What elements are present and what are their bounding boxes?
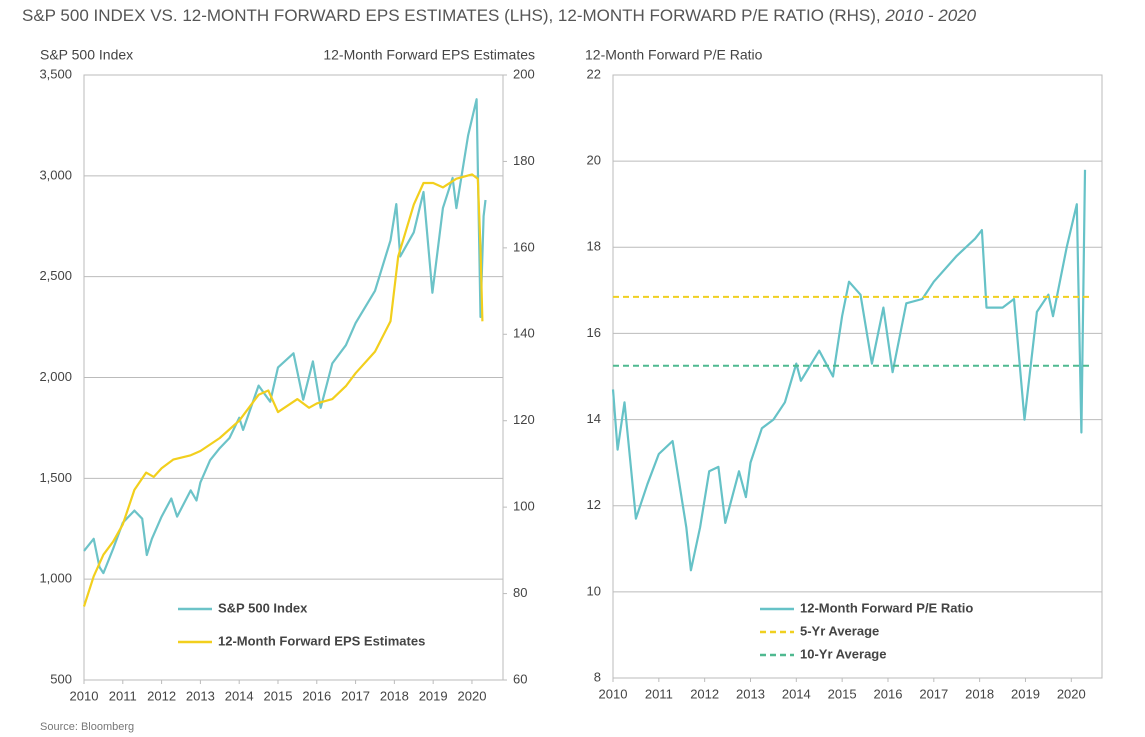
- page-title: S&P 500 INDEX VS. 12-MONTH FORWARD EPS E…: [22, 6, 977, 25]
- source: Source: Bloomberg: [40, 721, 134, 733]
- y2-tick-label: 120: [513, 412, 535, 427]
- y-tick-label: 20: [587, 153, 601, 168]
- y2-tick-label: 140: [513, 326, 535, 341]
- y-axis-label: S&P 500 Index: [40, 47, 133, 63]
- data-line: [611, 169, 1087, 572]
- x-tick-label: 2011: [109, 688, 137, 703]
- x-tick-label: 2019: [1011, 686, 1040, 701]
- y2-tick-label: 100: [513, 499, 535, 514]
- y-tick-label: 8: [594, 669, 601, 684]
- x-tick-label: 2013: [736, 686, 765, 701]
- x-tick-label: 2017: [341, 688, 370, 703]
- y-tick-label: 3,000: [39, 167, 72, 182]
- x-tick-label: 2010: [599, 686, 628, 701]
- title-years: 2010 - 2020: [884, 6, 976, 25]
- y-tick-label: 2,000: [39, 369, 72, 384]
- legend-label: 12-Month Forward EPS Estimates: [218, 633, 425, 648]
- y-tick-label: 3,500: [39, 66, 72, 81]
- y2-tick-label: 180: [513, 153, 535, 168]
- y-tick-label: 22: [587, 66, 601, 81]
- title-main: S&P 500 INDEX VS. 12-MONTH FORWARD EPS E…: [22, 6, 885, 25]
- y2-tick-label: 80: [513, 585, 527, 600]
- y-tick-label: 14: [587, 411, 601, 426]
- legend-label: S&P 500 Index: [218, 600, 308, 615]
- y2-axis-label: 12-Month Forward EPS Estimates: [323, 47, 535, 63]
- y2-tick-label: 200: [513, 66, 535, 81]
- x-tick-label: 2010: [70, 688, 99, 703]
- legend-label: 5-Yr Average: [800, 623, 879, 638]
- legend-label: 10-Yr Average: [800, 646, 886, 661]
- x-tick-label: 2015: [828, 686, 857, 701]
- y2-tick-label: 160: [513, 239, 535, 254]
- y-tick-label: 12: [587, 497, 601, 512]
- x-tick-label: 2020: [458, 688, 487, 703]
- data-line: [82, 173, 484, 607]
- y-tick-label: 10: [587, 583, 601, 598]
- x-tick-label: 2014: [782, 686, 811, 701]
- plot-frame: [612, 74, 1103, 679]
- y-tick-label: 18: [587, 239, 601, 254]
- x-tick-label: 2016: [302, 688, 331, 703]
- data-line: [83, 98, 487, 575]
- y-tick-label: 1,500: [39, 470, 72, 485]
- y-axis-label: 12-Month Forward P/E Ratio: [585, 47, 763, 63]
- y-tick-label: 500: [50, 671, 72, 686]
- legend-label: 12-Month Forward P/E Ratio: [800, 600, 973, 615]
- x-tick-label: 2013: [186, 688, 215, 703]
- x-tick-label: 2014: [225, 688, 254, 703]
- x-tick-label: 2015: [264, 688, 293, 703]
- x-tick-label: 2011: [645, 686, 673, 701]
- y-tick-label: 1,000: [39, 571, 72, 586]
- x-tick-label: 2018: [380, 688, 409, 703]
- y-tick-label: 16: [587, 325, 601, 340]
- plot-frame: [83, 74, 504, 681]
- y2-tick-label: 60: [513, 671, 527, 686]
- y-tick-label: 2,500: [39, 268, 72, 283]
- x-tick-label: 2016: [874, 686, 903, 701]
- x-tick-label: 2020: [1057, 686, 1086, 701]
- x-tick-label: 2018: [965, 686, 994, 701]
- x-tick-label: 2019: [419, 688, 448, 703]
- x-tick-label: 2012: [690, 686, 719, 701]
- x-tick-label: 2017: [919, 686, 948, 701]
- x-tick-label: 2012: [147, 688, 176, 703]
